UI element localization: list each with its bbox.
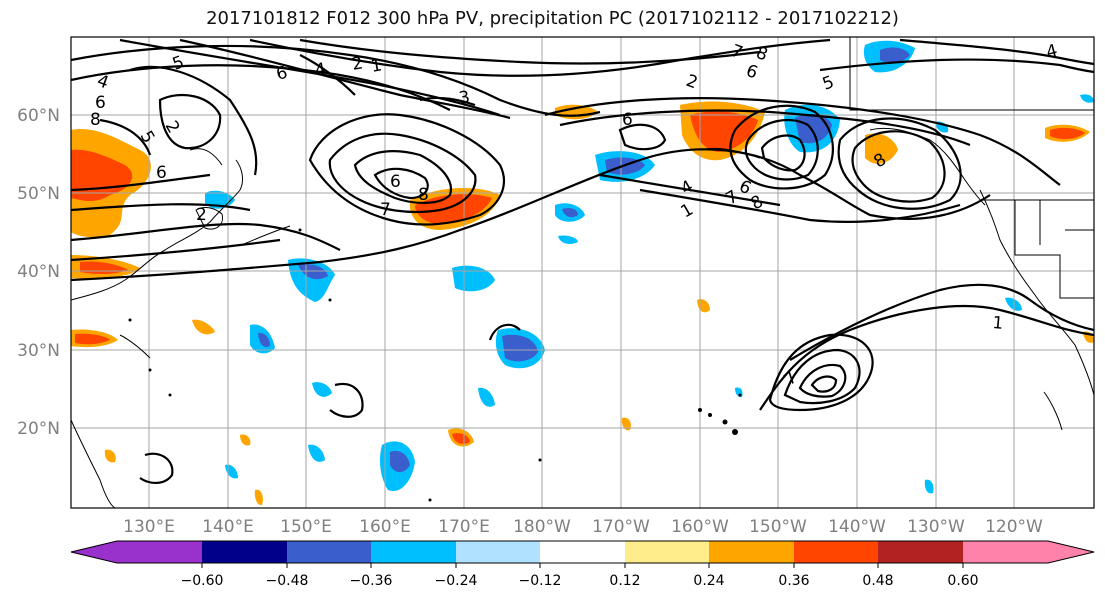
contour-label: 4	[313, 59, 327, 81]
precip-blob	[308, 444, 325, 462]
colorbar-tick-label: 0.36	[778, 573, 809, 589]
precip-blob	[452, 433, 470, 444]
colorbar-seg	[456, 541, 540, 563]
lon-label: 130°W	[907, 517, 965, 537]
colorbar-seg	[371, 541, 456, 563]
precip-blob	[924, 479, 934, 494]
contour-label: 6	[274, 63, 290, 85]
colorbar-seg	[963, 541, 1094, 563]
precip-blob	[240, 434, 251, 446]
precip-blob	[390, 450, 410, 473]
contour-label: 3	[457, 87, 471, 109]
precip-blob	[621, 417, 631, 431]
contour-label: 8	[90, 110, 101, 130]
lon-label: 170°E	[438, 517, 490, 537]
colorbar-outline	[70, 540, 1095, 564]
lon-label: 150°E	[280, 517, 332, 537]
lon-label: 180°W	[513, 517, 571, 537]
lon-label: 120°W	[985, 517, 1043, 537]
lat-label: 20°N	[17, 419, 60, 439]
contour-label: 6	[95, 93, 106, 113]
colorbar-seg	[709, 541, 794, 563]
precip-blob	[562, 207, 578, 218]
precip-blob	[865, 133, 898, 164]
colorbar-tick-label: −0.36	[350, 573, 393, 589]
colorbar-tick-label: 0.12	[609, 573, 640, 589]
precip-blob	[75, 333, 110, 345]
colorbar: −0.60 −0.48 −0.36 −0.24 −0.12 0.12 0.24 …	[70, 540, 1095, 589]
precip-blob	[880, 47, 910, 64]
colorbar-seg	[625, 541, 709, 563]
contour-label: 6	[622, 110, 633, 130]
precip-blob	[1080, 94, 1094, 103]
precip-blob	[558, 235, 578, 244]
colorbar-tick-label: 0.48	[862, 573, 893, 589]
coastlines	[71, 37, 1094, 508]
colorbar-seg	[287, 541, 371, 563]
lon-label: 170°W	[592, 517, 650, 537]
contour-label: 1	[992, 313, 1005, 334]
lat-label: 30°N	[17, 341, 60, 361]
lat-label: 50°N	[17, 184, 60, 204]
map-border	[70, 36, 1095, 509]
colorbar-ticks	[201, 563, 964, 568]
precip-blob	[258, 332, 270, 347]
lon-label: 130°E	[123, 517, 175, 537]
lon-label: 160°E	[359, 517, 411, 537]
longitude-labels: 130°E 140°E 150°E 160°E 170°E 180°W 170°…	[123, 517, 1043, 537]
precip-blob	[312, 382, 332, 397]
lon-label: 140°W	[828, 517, 886, 537]
colorbar-tick-label: 0.24	[693, 573, 724, 589]
pv-contours	[71, 38, 1094, 484]
precip-blob	[254, 489, 263, 506]
contour-label: 4	[1044, 41, 1060, 63]
colorbar-tick-label: −0.24	[435, 573, 478, 589]
lon-label: 140°E	[202, 517, 254, 537]
contour-label: 2	[350, 53, 364, 75]
colorbar-seg	[540, 541, 625, 563]
colorbar-tick-label: 0.60	[947, 573, 978, 589]
contour-label: 1	[369, 55, 383, 77]
colorbar-seg	[202, 541, 287, 563]
precip-blob	[1050, 127, 1085, 140]
precip-blob	[192, 319, 215, 335]
colorbar-seg	[71, 541, 202, 563]
lat-label: 40°N	[17, 262, 60, 282]
lat-label: 60°N	[17, 106, 60, 126]
contour-label: 7	[380, 200, 391, 220]
contour-label: 8	[418, 185, 429, 205]
contour-label: 2	[196, 205, 207, 225]
plot-title: 2017101812 F012 300 hPa PV, precipitatio…	[206, 8, 899, 29]
lon-label: 150°W	[749, 517, 807, 537]
precip-blob	[452, 265, 495, 292]
contour-label: 6	[390, 172, 401, 192]
contour-label: 6	[156, 163, 167, 183]
precip-blob	[502, 334, 538, 362]
colorbar-tick-label: −0.60	[181, 573, 224, 589]
colorbar-tick-label: −0.12	[519, 573, 562, 589]
colorbar-seg	[794, 541, 878, 563]
colorbar-seg	[878, 541, 963, 563]
precip-blob	[478, 387, 495, 407]
lon-label: 160°W	[671, 517, 729, 537]
precip-blob	[690, 111, 758, 152]
precip-blob	[104, 449, 116, 463]
islands	[128, 228, 742, 502]
latitude-labels: 60°N 50°N 40°N 30°N 20°N	[17, 106, 60, 439]
colorbar-tick-label: −0.48	[266, 573, 309, 589]
